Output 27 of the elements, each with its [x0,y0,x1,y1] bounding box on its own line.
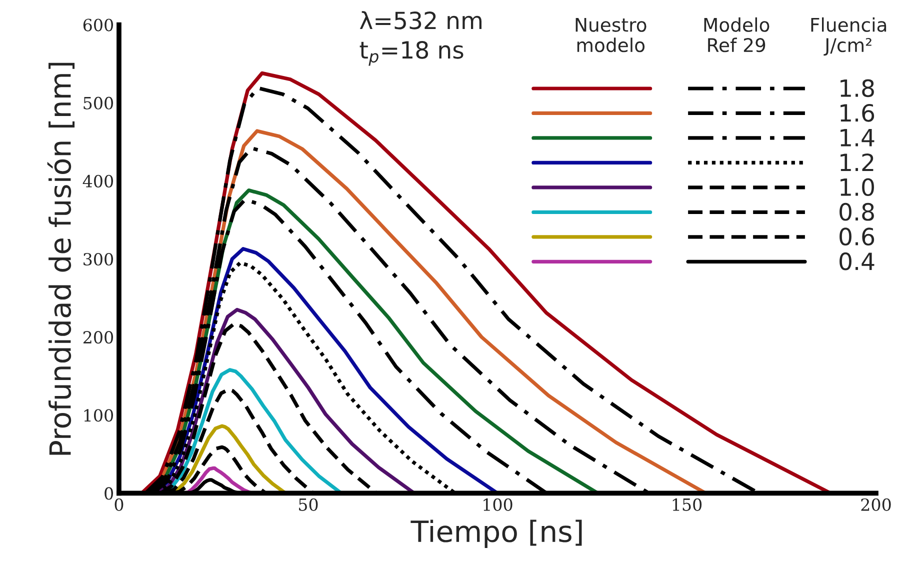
legend-label: 0.4 [840,252,874,270]
annotation: Nuestro modelo [576,18,646,52]
legend-label: 1.4 [840,129,874,146]
annotation: λ=532 nm [360,11,482,30]
y-tick-label: 200 [83,331,114,344]
y-tick-label: 100 [84,409,114,422]
annotation: t$_{p}$=18 ns [360,40,464,66]
x-tick-label: 0 [114,498,124,511]
y-tick-label: 400 [82,174,114,188]
x-tick-label: 200 [861,498,891,511]
x-tick-label: 100 [484,498,512,511]
y-tick-label: 500 [84,96,114,110]
y-axis-title: Profundidad de fusión [nm] [47,62,75,455]
legend-label: 1.8 [840,79,874,98]
legend-label: 0.6 [840,228,874,246]
x-axis-title: Tiempo [ns] [410,520,582,548]
y-tick-label: 300 [84,252,114,266]
x-tick-label: 150 [672,498,702,511]
legend-label: 1.6 [840,104,874,122]
legend-label: 0.8 [840,202,874,221]
legend-label: 1.0 [840,178,874,196]
x-tick-label: 50 [299,498,318,511]
annotation: Fluencia J/cm² [811,17,886,56]
y-tick-label: 0 [104,487,114,500]
annotation: Modelo Ref 29 [704,17,770,52]
y-tick-label: 600 [83,18,114,32]
legend-label: 1.2 [840,153,874,171]
